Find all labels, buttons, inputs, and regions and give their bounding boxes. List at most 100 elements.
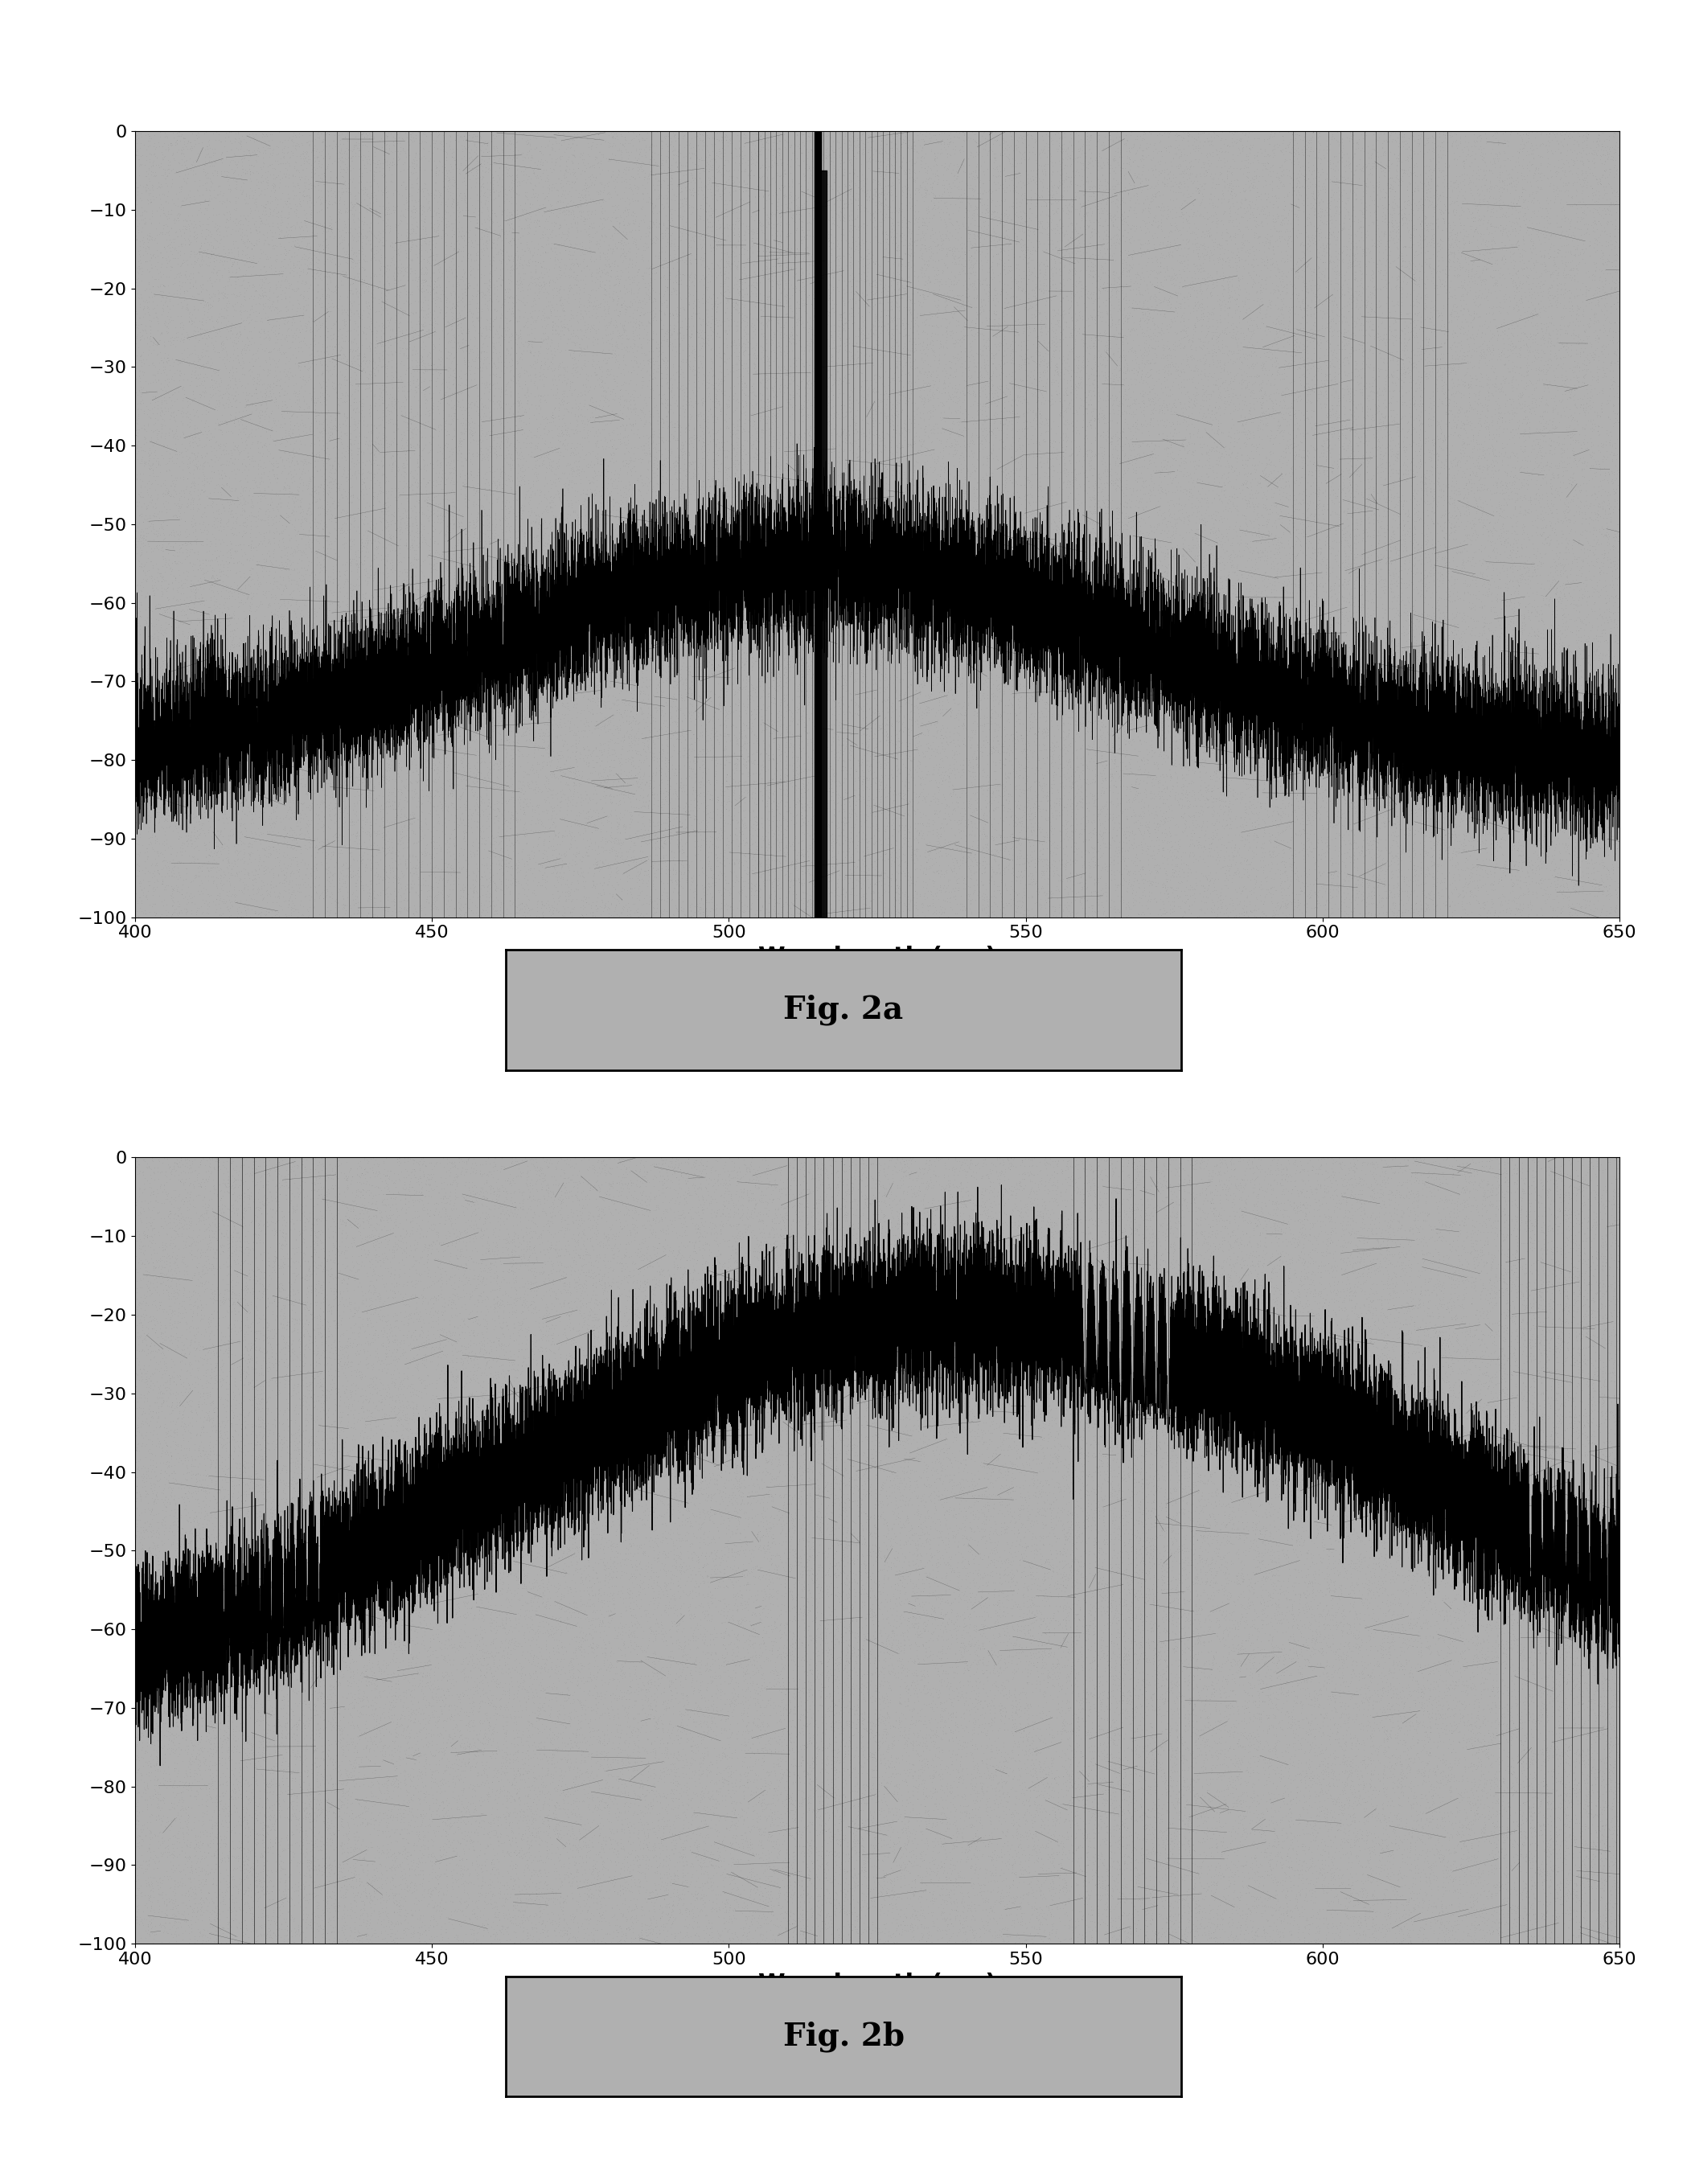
Point: [1090, 1640, 1117, 1675]
Point: [1280, 249, 1307, 284]
Point: [300, 437, 327, 472]
Point: [1387, 638, 1414, 673]
Point: [1041, 1297, 1068, 1332]
Point: [692, 727, 719, 762]
Point: [256, 1535, 283, 1570]
Point: [643, 823, 670, 858]
Point: [1147, 1848, 1174, 1883]
Point: [1113, 146, 1140, 181]
Point: [1118, 598, 1145, 633]
Point: [908, 1767, 935, 1802]
Point: [1134, 1924, 1161, 1959]
Point: [989, 413, 1016, 448]
Point: [865, 1398, 892, 1433]
Point: [972, 662, 999, 697]
Point: [1247, 1623, 1274, 1658]
Point: [1518, 1208, 1545, 1243]
Point: [1485, 391, 1512, 426]
Point: [477, 1920, 504, 1955]
Point: [1135, 675, 1162, 710]
Point: [482, 1177, 509, 1212]
Point: [356, 332, 383, 367]
Point: [665, 135, 692, 170]
Point: [924, 1400, 951, 1435]
Point: [1277, 1581, 1304, 1616]
Point: [513, 1330, 540, 1365]
Point: [1139, 1597, 1166, 1631]
Point: [904, 550, 931, 585]
Point: [844, 1863, 870, 1898]
Point: [1517, 330, 1544, 365]
Point: [714, 723, 741, 758]
Point: [1490, 1631, 1517, 1666]
Point: [1269, 786, 1296, 821]
Point: [1083, 529, 1110, 563]
Point: [1319, 118, 1346, 153]
Point: [1478, 1363, 1505, 1398]
Point: [1000, 1544, 1027, 1579]
Point: [1242, 627, 1269, 662]
Point: [695, 1304, 722, 1339]
Point: [924, 1354, 951, 1389]
Point: [1238, 559, 1265, 594]
Point: [167, 860, 194, 895]
Point: [1250, 721, 1277, 756]
Point: [1493, 1544, 1520, 1579]
Point: [457, 505, 484, 539]
Point: [653, 1686, 680, 1721]
Point: [592, 1776, 619, 1811]
Point: [1014, 1793, 1041, 1828]
Point: [1154, 832, 1181, 867]
Point: [504, 1280, 531, 1315]
Point: [965, 408, 992, 443]
Point: [1355, 1830, 1382, 1865]
Point: [656, 1900, 683, 1935]
Point: [1218, 1743, 1245, 1778]
Point: [1127, 699, 1154, 734]
Point: [127, 834, 154, 869]
Point: [835, 1361, 862, 1396]
Point: [1205, 118, 1232, 153]
Point: [1034, 1581, 1061, 1616]
Point: [1566, 719, 1593, 753]
Point: [1027, 317, 1054, 352]
Point: [472, 417, 499, 452]
Point: [660, 1723, 687, 1758]
Point: [1289, 609, 1316, 644]
Point: [1399, 1865, 1426, 1900]
Point: [806, 1808, 833, 1843]
Point: [747, 845, 774, 880]
Point: [314, 1243, 341, 1278]
Point: [1198, 773, 1225, 808]
Point: [1476, 170, 1503, 205]
Point: [1046, 1570, 1073, 1605]
Point: [722, 515, 749, 550]
Point: [364, 426, 391, 461]
Point: [739, 1474, 766, 1509]
Point: [933, 485, 960, 520]
Point: [1259, 522, 1285, 557]
Point: [1253, 1171, 1280, 1206]
Point: [665, 1791, 692, 1826]
Point: [1533, 312, 1560, 347]
Point: [1085, 791, 1112, 826]
Point: [1255, 1356, 1282, 1391]
Point: [1402, 1441, 1429, 1476]
Point: [601, 1861, 628, 1896]
Point: [1355, 1251, 1382, 1286]
Point: [1566, 1904, 1593, 1939]
Point: [1453, 795, 1479, 830]
Point: [515, 1171, 542, 1206]
Point: [801, 636, 828, 670]
Point: [1432, 1579, 1459, 1614]
Point: [1390, 1164, 1417, 1199]
Point: [636, 1212, 663, 1247]
Point: [302, 1791, 329, 1826]
Point: [904, 1575, 931, 1610]
Point: [1088, 1752, 1115, 1787]
Point: [629, 553, 656, 587]
Point: [712, 581, 739, 616]
Point: [776, 1470, 803, 1505]
Point: [471, 1251, 498, 1286]
Point: [1221, 1660, 1248, 1695]
